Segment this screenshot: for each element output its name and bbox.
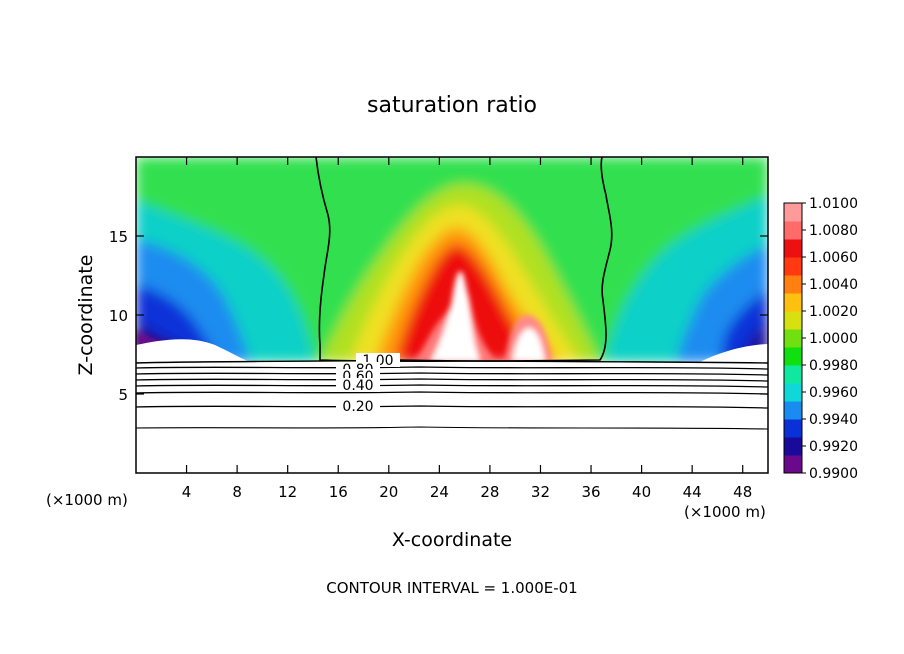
x-axis-ticks: 4 8 12 16 20 24 28 32 36 40 44 48 bbox=[182, 157, 752, 501]
x-tick-label: 8 bbox=[232, 483, 242, 501]
x-tick-label: 28 bbox=[480, 483, 499, 501]
colorbar-swatch bbox=[784, 401, 802, 420]
x-unit-right: (×1000 m) bbox=[684, 503, 766, 521]
contour-label: 0.40 bbox=[342, 378, 373, 394]
colorbar-swatch bbox=[784, 347, 802, 366]
x-tick-label: 44 bbox=[683, 483, 702, 501]
colorbar-swatch bbox=[784, 383, 802, 402]
x-unit-left: (×1000 m) bbox=[46, 491, 128, 509]
colorbar-swatch bbox=[784, 221, 802, 240]
x-tick-label: 4 bbox=[182, 483, 192, 501]
x-tick-label: 24 bbox=[430, 483, 449, 501]
colorbar-label: 1.0020 bbox=[809, 304, 858, 320]
y-axis-ticks: 5 10 15 bbox=[109, 228, 768, 404]
colorbar-swatch bbox=[784, 329, 802, 348]
colorbar-swatch bbox=[784, 203, 802, 222]
saturation-field bbox=[136, 157, 768, 473]
contour-label-bg bbox=[336, 399, 380, 413]
colorbar-label: 0.9960 bbox=[809, 385, 858, 401]
colorbar: 1.0100 1.0080 1.0060 1.0040 1.0020 1.0000 0.99… bbox=[783, 196, 858, 482]
colorbar-label: 1.0000 bbox=[809, 331, 858, 347]
colorbar-label: 0.9980 bbox=[809, 358, 858, 374]
colorbar-swatch bbox=[784, 419, 802, 438]
y-axis-label: Z-coordinate bbox=[75, 255, 97, 376]
colorbar-label: 1.0080 bbox=[809, 223, 858, 239]
x-tick-label: 12 bbox=[278, 483, 297, 501]
y-tick-label: 5 bbox=[118, 386, 128, 404]
contour-lines bbox=[136, 157, 768, 430]
colorbar-label: 1.0060 bbox=[809, 250, 858, 266]
x-tick-label: 40 bbox=[632, 483, 651, 501]
colorbar-label: 0.9940 bbox=[809, 412, 858, 428]
colorbar-swatch bbox=[784, 275, 802, 294]
x-tick-label: 20 bbox=[379, 483, 398, 501]
colorbar-label: 0.9900 bbox=[809, 466, 858, 482]
colorbar-label: 0.9920 bbox=[809, 439, 858, 455]
contour-labels: 1.000.800.600.400.20 bbox=[336, 353, 400, 415]
chart-title: saturation ratio bbox=[367, 93, 537, 118]
x-axis-label: X-coordinate bbox=[392, 529, 512, 551]
contour-label-bg bbox=[336, 378, 380, 392]
x-tick-label: 36 bbox=[581, 483, 600, 501]
colorbar-swatch bbox=[784, 293, 802, 312]
colorbar-swatch bbox=[784, 311, 802, 330]
y-tick-label: 15 bbox=[109, 228, 128, 246]
colorbar-swatch bbox=[784, 365, 802, 384]
colorbar-label: 1.0040 bbox=[809, 277, 858, 293]
colorbar-swatch bbox=[784, 239, 802, 258]
x-tick-label: 32 bbox=[531, 483, 550, 501]
contour-label: 0.20 bbox=[342, 399, 373, 415]
x-tick-label: 48 bbox=[733, 483, 752, 501]
contour-interval-note: CONTOUR INTERVAL = 1.000E-01 bbox=[326, 579, 577, 597]
colorbar-swatch bbox=[784, 437, 802, 456]
x-tick-label: 16 bbox=[329, 483, 348, 501]
colorbar-label: 1.0100 bbox=[809, 196, 858, 212]
colorbar-swatch bbox=[784, 257, 802, 276]
colorbar-swatch bbox=[784, 455, 802, 474]
y-tick-label: 10 bbox=[109, 307, 128, 325]
